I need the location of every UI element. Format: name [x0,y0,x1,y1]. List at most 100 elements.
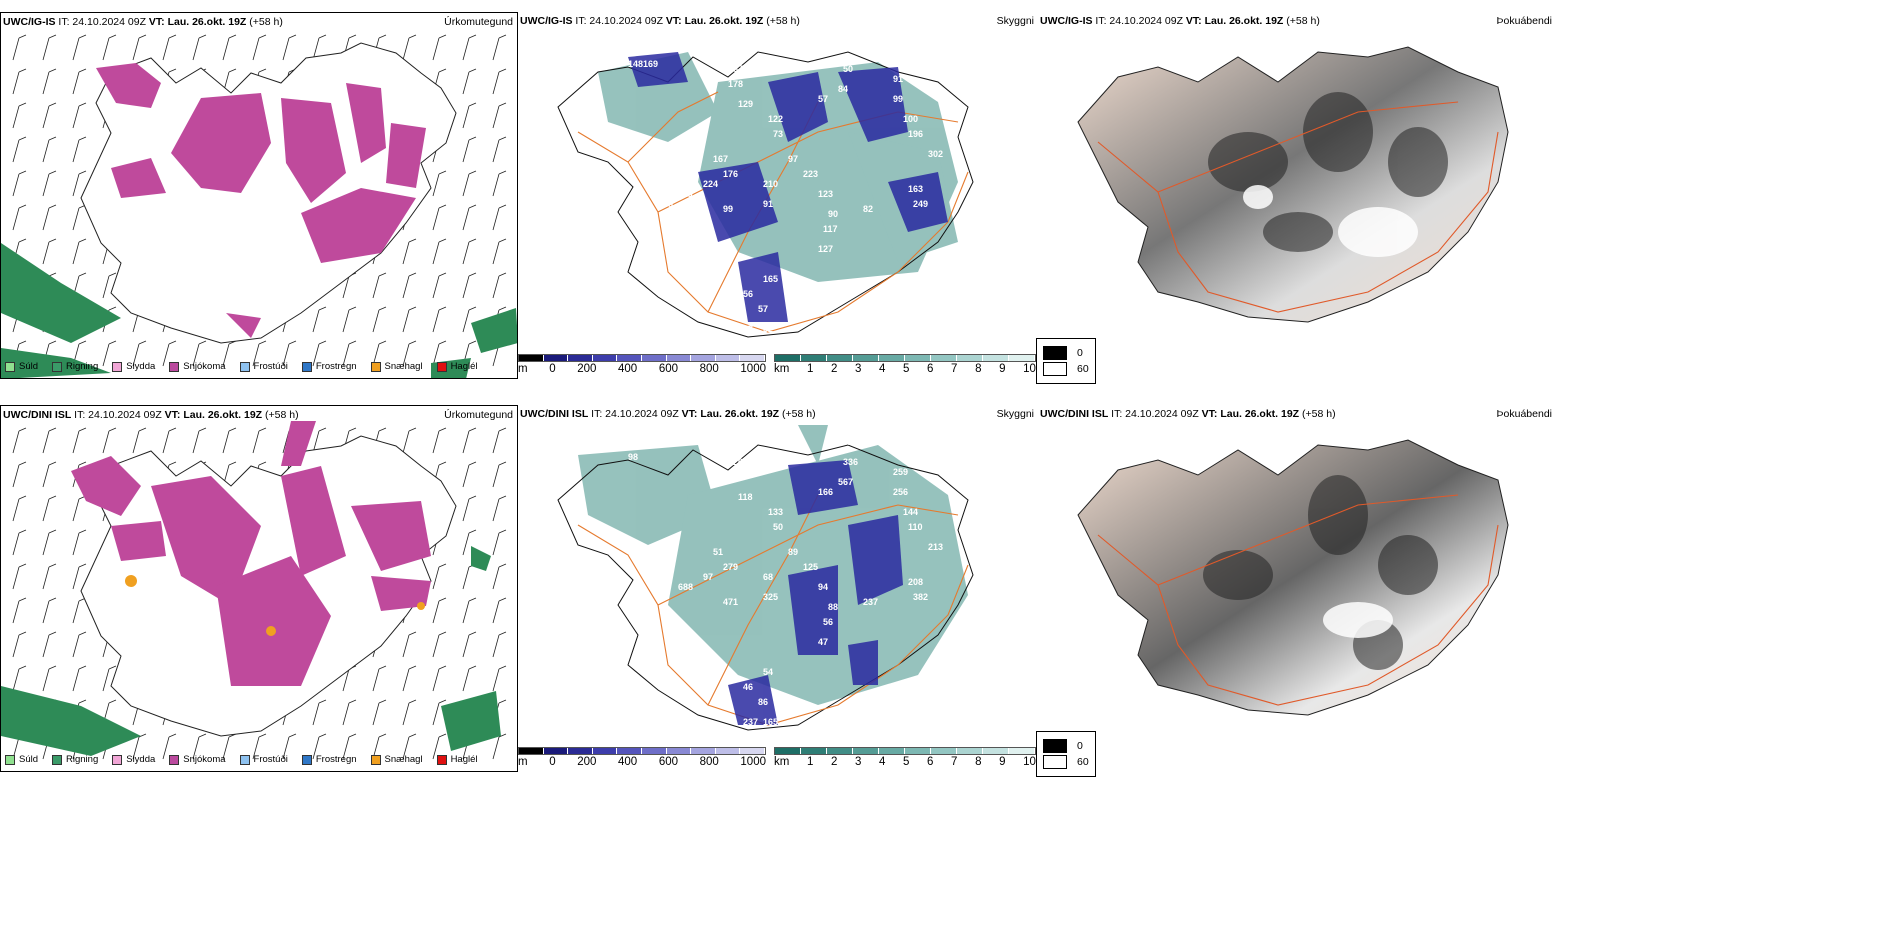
wind-barb-flag [468,340,477,345]
scale-ticks: m 0 200 400 600 800 1000 [518,756,766,768]
scale-step [1009,748,1035,754]
cloud-base-value: 86 [758,697,768,707]
wind-barb [102,275,110,299]
wind-barb [12,634,20,658]
wind-barb-flag [468,34,477,39]
panel-header: UWC/DINI ISL IT: 24.10.2024 09Z VT: Lau.… [520,408,816,420]
scale-step [592,748,618,754]
lead-time: (+58 h) [763,15,800,27]
wind-barb-flag [198,427,207,432]
visibility-shading [578,425,968,705]
wind-barb [72,634,80,658]
wind-barb [12,532,20,556]
scale-step [691,748,716,754]
wind-barb-flag [78,170,87,175]
wind-barb [492,566,500,590]
wind-barb-flag [348,699,357,704]
snow-areas [96,63,426,338]
wind-barb [72,600,80,624]
precip-legend: Súld Rigning Slydda Snjókoma Frostúði Frostre… [5,361,478,372]
dark-fog-patches [1203,475,1438,670]
wind-barb [462,600,470,624]
wind-barb [162,37,170,61]
cloud-base-value: 98 [628,452,638,462]
legend-item: Frostregn [301,361,357,372]
wind-barb [102,343,110,367]
cloud-base-value: 567 [838,477,853,487]
legend-label: Snæhagl [384,754,423,765]
wind-barb-flag [288,34,297,39]
wind-barb-flag [408,631,417,636]
wind-barb-flag [78,68,87,73]
wind-barb [12,464,20,488]
cloud-base-value: 51 [713,547,723,557]
lead-time: (+58 h) [1283,15,1320,27]
fog-max-swatch [1043,362,1067,376]
wind-barb-flag [498,306,507,311]
wind-barb [72,430,80,454]
wind-barb [462,105,470,129]
cloud-base-value: 100 [903,114,918,124]
wind-barb-flag [498,170,507,175]
scale-tick: 4 [879,363,886,375]
wind-barb-flag [288,340,297,345]
wind-barb [282,37,290,61]
wind-barb [462,464,470,488]
wind-barb-flag [78,631,87,636]
wind-barb [492,668,500,692]
wind-barb-flag [168,34,177,39]
legend-item: Slydda [112,361,155,372]
cloud-base-value: 56 [743,289,753,299]
wind-barb [42,37,50,61]
valid-label: VT: [1185,15,1202,27]
wind-barb-flag [78,340,87,345]
valid-time: Lau. 26.okt. 19Z [164,16,247,28]
wind-barb [282,343,290,367]
wind-barb [42,173,50,197]
cloud-base-value: 259 [893,467,908,477]
wind-barb-flag [438,597,447,602]
scale-unit: m [518,363,528,375]
legend-swatch [169,754,180,765]
wind-barb [462,532,470,556]
low-cloud-areas [728,460,903,725]
scale-tick: 10 [1023,363,1036,375]
scale-tick: 6 [927,363,934,375]
valid-label: VT: [681,408,698,420]
wind-barb [492,634,500,658]
scale-tick: 800 [699,756,719,768]
wind-barb-flag [18,495,27,500]
wind-barb-flag [18,597,27,602]
wind-barb [342,275,350,299]
road-network [1097,494,1499,706]
scale-step [666,748,692,754]
scale-tick: 200 [577,363,597,375]
scale-tick: 1 [806,363,814,375]
model-name: UWC/DINI ISL [520,408,589,420]
cloud-base-value: 166 [818,487,833,497]
cloud-base-value: 97 [703,572,713,582]
wind-barb [162,736,170,760]
wind-barb-flag [468,136,477,141]
wind-barb [72,241,80,265]
wind-barb-flag [378,340,387,345]
scale-tick: 3 [854,756,862,768]
wind-barb-flag [138,427,147,432]
wind-barb [312,736,320,760]
wind-barb [462,498,470,522]
wind-barb-flag [468,461,477,466]
scale-tick: 1000 [740,756,766,768]
wind-barb-flag [48,170,57,175]
legend-swatch [169,361,180,372]
fog-index-panel-top: UWC/IG-IS IT: 24.10.2024 09Z VT: Lau. 26… [1038,12,1554,379]
wind-barb-flag [348,306,357,311]
low-cloud-areas [628,52,948,322]
cloud-base-value: 82 [863,204,873,214]
wind-barb-flag [498,665,507,670]
wind-barb-flag [108,340,117,345]
wind-barb [72,71,80,95]
fog-min-swatch [1043,346,1067,360]
legend-swatch [52,361,63,372]
wind-barb-flag [18,238,27,243]
